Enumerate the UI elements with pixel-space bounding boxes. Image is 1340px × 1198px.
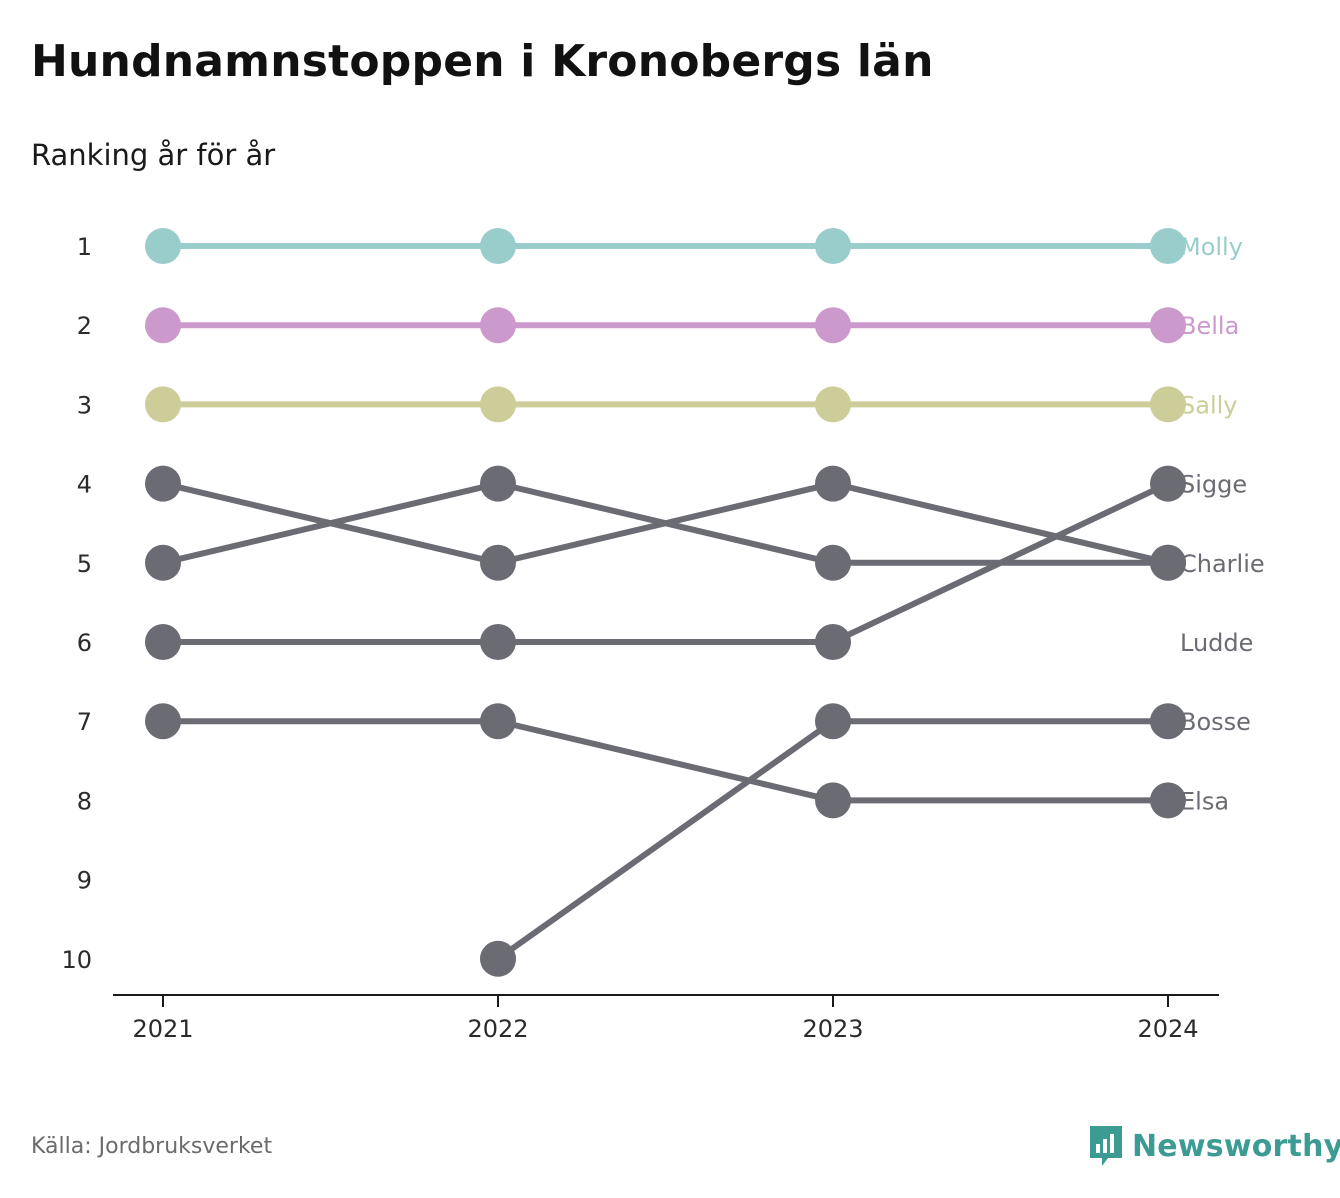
series-line-elsa <box>495 718 836 804</box>
newsworthy-logo-icon <box>1090 1126 1122 1166</box>
x-tick-label: 2021 <box>132 1015 193 1043</box>
data-point-sigge <box>815 624 851 660</box>
end-label-bosse: Bosse <box>1180 708 1251 736</box>
y-tick-label: 6 <box>77 629 92 657</box>
data-point-bella <box>1150 307 1186 344</box>
data-point-elsa <box>480 703 516 740</box>
data-point-ludde <box>145 544 181 581</box>
x-tick-label: 2024 <box>1137 1015 1198 1043</box>
series-lines <box>160 243 1171 962</box>
data-point-sigge <box>480 624 516 660</box>
data-point-charlie <box>480 544 516 581</box>
series-line-ludde <box>160 480 501 566</box>
source-note: Källa: Jordbruksverket <box>31 1134 273 1159</box>
series-line-charlie <box>830 480 1171 566</box>
data-point-sigge <box>1150 465 1186 502</box>
data-point-molly <box>815 228 851 264</box>
data-point-ludde <box>1150 544 1186 581</box>
series-line-bosse <box>495 718 836 962</box>
data-point-ludde <box>480 465 516 502</box>
data-point-elsa <box>145 703 181 740</box>
data-point-charlie <box>145 465 181 502</box>
end-label-bella: Bella <box>1180 312 1239 340</box>
end-label-sally: Sally <box>1180 391 1237 419</box>
y-axis-ticks: 1 2 3 4 5 6 7 8 9 10 <box>61 233 92 974</box>
data-point-elsa <box>1150 782 1186 819</box>
x-axis: 2021 2022 2023 2024 <box>113 994 1219 1043</box>
data-point-bosse <box>1150 703 1186 740</box>
y-tick-label: 3 <box>77 391 92 419</box>
data-point-bella <box>815 307 851 344</box>
data-point-molly <box>1150 228 1186 264</box>
data-point-bosse <box>815 703 851 740</box>
data-point-bella <box>480 307 516 344</box>
x-tick-label: 2022 <box>467 1015 528 1043</box>
y-tick-label: 1 <box>77 233 92 261</box>
end-label-elsa: Elsa <box>1180 787 1229 815</box>
y-tick-label: 8 <box>77 787 92 815</box>
y-tick-label: 5 <box>77 550 92 578</box>
data-point-bosse <box>480 940 516 977</box>
y-tick-label: 7 <box>77 708 92 736</box>
data-point-elsa <box>815 782 851 819</box>
end-label-molly: Molly <box>1180 233 1243 261</box>
brand-logo: Newsworthy <box>1088 1124 1340 1168</box>
y-tick-label: 10 <box>61 946 92 974</box>
data-point-sigge <box>145 624 181 660</box>
y-tick-label: 2 <box>77 312 92 340</box>
y-tick-label: 9 <box>77 867 92 895</box>
data-point-ludde <box>815 544 851 581</box>
data-point-sally <box>1150 386 1186 423</box>
chart-subtitle: Ranking år för år <box>31 138 276 172</box>
y-tick-label: 4 <box>77 471 92 499</box>
brand-name: Newsworthy <box>1132 1128 1340 1164</box>
data-point-sally <box>815 386 851 423</box>
series-points <box>145 228 1186 977</box>
data-point-molly <box>145 228 181 264</box>
end-label-ludde: Ludde <box>1180 629 1253 657</box>
data-point-sally <box>480 386 516 423</box>
end-labels: Molly Bella Sally Sigge Charlie Ludde Bosse Els… <box>1180 233 1265 815</box>
end-label-charlie: Charlie <box>1180 550 1265 578</box>
x-tick-label: 2023 <box>802 1015 863 1043</box>
data-point-bella <box>145 307 181 344</box>
data-point-sally <box>145 386 181 423</box>
data-point-charlie <box>815 465 851 502</box>
chart-title: Hundnamnstoppen i Kronobergs län <box>31 36 934 87</box>
end-label-sigge: Sigge <box>1180 471 1247 499</box>
data-point-molly <box>480 228 516 264</box>
series-line-ludde <box>495 480 836 566</box>
